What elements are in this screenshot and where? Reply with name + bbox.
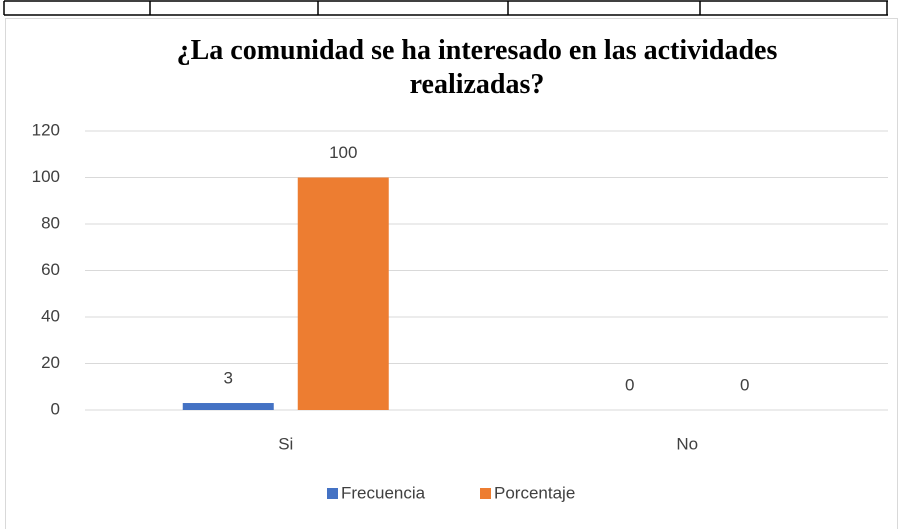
y-tick-label: 100 xyxy=(32,167,60,186)
y-tick-label: 120 xyxy=(32,120,60,139)
y-tick-label: 40 xyxy=(41,306,60,325)
data-label: 0 xyxy=(740,375,749,394)
chart-border xyxy=(5,18,898,529)
legend-swatch xyxy=(327,488,338,499)
data-label: 100 xyxy=(329,143,357,162)
y-tick-label: 60 xyxy=(41,260,60,279)
bar xyxy=(297,177,389,410)
bar xyxy=(182,403,274,410)
data-label: 3 xyxy=(224,369,233,388)
legend-label: Porcentaje xyxy=(494,483,575,502)
chart-title: ¿La comunidad se ha interesado en las ac… xyxy=(176,35,778,100)
legend-label: Frecuencia xyxy=(341,483,426,502)
y-tick-label: 0 xyxy=(51,399,60,418)
legend-swatch xyxy=(480,488,491,499)
x-tick-label: Si xyxy=(278,434,293,453)
data-label: 0 xyxy=(625,375,634,394)
table-strip xyxy=(3,0,888,16)
x-tick-label: No xyxy=(676,434,698,453)
y-tick-label: 80 xyxy=(41,213,60,232)
y-tick-label: 20 xyxy=(41,353,60,372)
